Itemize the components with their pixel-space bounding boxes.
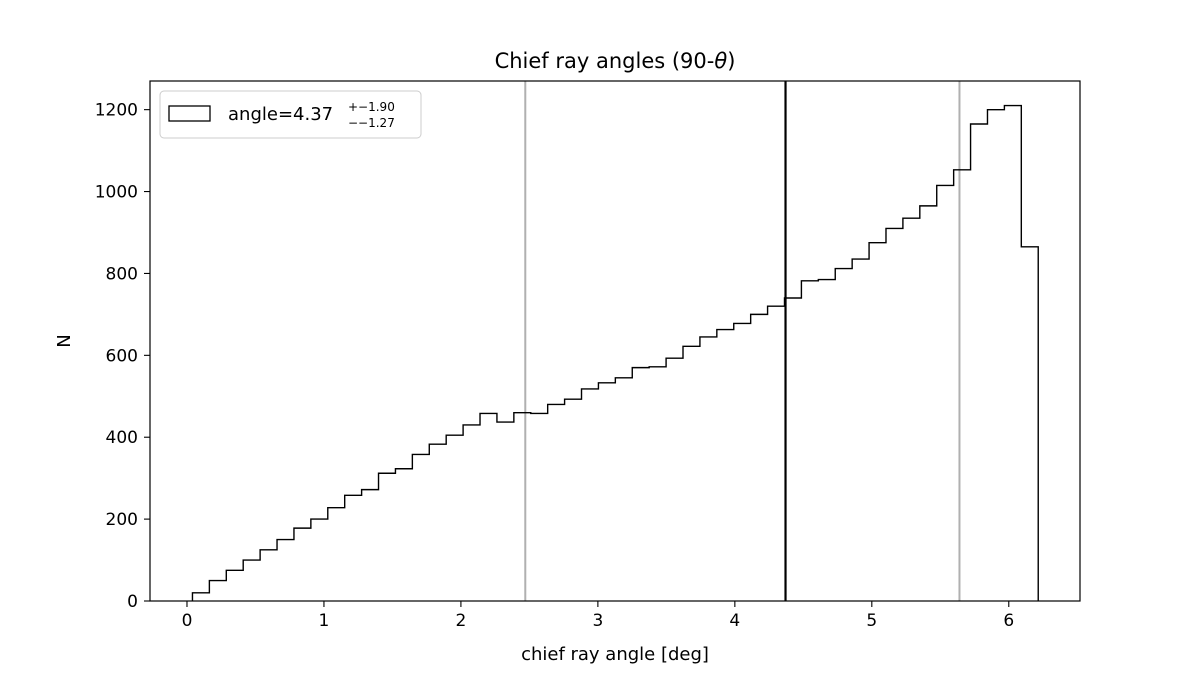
histogram-bin <box>920 206 937 601</box>
legend-label-sup: +−1.90 <box>348 100 395 114</box>
x-tick-label: 3 <box>592 611 603 631</box>
y-tick-label: 600 <box>106 346 138 366</box>
histogram-bin <box>632 368 649 601</box>
histogram-bin <box>1004 106 1021 601</box>
legend-label-main: angle=4.37 <box>228 104 333 125</box>
histogram-bin <box>565 399 582 601</box>
histogram-bin <box>446 435 463 601</box>
histogram-bin <box>260 550 277 601</box>
x-tick-label: 6 <box>1003 611 1014 631</box>
histogram-bin <box>395 469 412 601</box>
histogram-bin <box>311 519 328 601</box>
histogram-bin <box>987 110 1004 601</box>
histogram-bin <box>751 314 768 601</box>
histogram-bin <box>463 425 480 601</box>
axes-frame <box>149 80 1081 602</box>
histogram-bin <box>971 124 988 601</box>
y-axis-label: N <box>54 334 75 347</box>
histogram-bin <box>598 383 615 601</box>
y-tick-label: 200 <box>106 510 138 530</box>
histogram-bin <box>226 570 243 601</box>
histogram-bin <box>277 540 294 601</box>
legend-box <box>159 90 422 139</box>
histogram-bin <box>412 454 429 601</box>
histogram-bin <box>429 444 446 601</box>
histogram-bin <box>835 269 852 601</box>
x-tick-label: 1 <box>319 611 330 631</box>
y-tick-label: 1200 <box>95 101 138 121</box>
histogram-bin <box>683 346 700 601</box>
legend-label-sub: −−1.27 <box>348 116 395 130</box>
legend-swatch <box>168 105 211 122</box>
x-tick-label: 4 <box>729 611 740 631</box>
histogram-bin <box>852 259 869 601</box>
plot-area <box>191 81 1039 601</box>
histogram-bin <box>497 422 514 601</box>
histogram-bin <box>903 218 920 601</box>
chart-title: Chief ray angles (90-θ) <box>495 49 736 73</box>
histogram-bin <box>937 185 954 601</box>
histogram-bin <box>649 367 666 601</box>
histogram-bin <box>954 170 971 601</box>
histogram-bin <box>1021 247 1038 601</box>
legend: angle=4.37 +−1.90 −−1.27 <box>159 90 422 139</box>
histogram-bin <box>666 358 683 601</box>
histogram-bin <box>379 473 396 601</box>
histogram-bin <box>734 323 751 601</box>
histogram-bin <box>192 593 209 601</box>
histogram-bin <box>784 298 801 601</box>
x-axis-label: chief ray angle [deg] <box>521 644 709 665</box>
histogram-bin <box>548 404 565 601</box>
histogram-bin <box>818 280 835 601</box>
histogram-bin <box>209 581 226 601</box>
x-tick-label: 0 <box>182 611 193 631</box>
histogram-bin <box>345 495 362 601</box>
y-axis-ticks: 0 200 400 600 800 1000 1200 <box>95 101 150 612</box>
y-tick-label: 1000 <box>95 183 138 203</box>
x-axis-ticks: 0 1 2 3 4 5 6 <box>182 601 1014 631</box>
histogram-bin <box>700 337 717 601</box>
histogram-bin <box>328 508 345 601</box>
histogram-bin <box>801 281 818 601</box>
histogram-bin <box>886 228 903 601</box>
y-tick-label: 400 <box>106 428 138 448</box>
x-tick-label: 5 <box>866 611 877 631</box>
histogram-outline <box>191 104 1039 601</box>
histogram-bin <box>615 378 632 601</box>
histogram-bin <box>514 413 531 601</box>
chart-title-theta: θ <box>714 49 727 73</box>
histogram-bin <box>480 413 497 601</box>
y-tick-label: 0 <box>127 592 138 612</box>
histogram-bin <box>531 413 548 601</box>
histogram-bin <box>717 330 734 601</box>
x-tick-label: 2 <box>455 611 466 631</box>
histogram-bin <box>294 528 311 601</box>
histogram-bin <box>243 560 260 601</box>
y-tick-label: 800 <box>106 264 138 284</box>
histogram-bin <box>362 490 379 601</box>
histogram-bin <box>869 243 886 601</box>
chart-title-main: Chief ray angles (90- <box>495 49 715 73</box>
histogram-bin <box>582 389 599 601</box>
histogram-bin <box>768 306 785 601</box>
chart-title-close: ) <box>727 49 735 73</box>
